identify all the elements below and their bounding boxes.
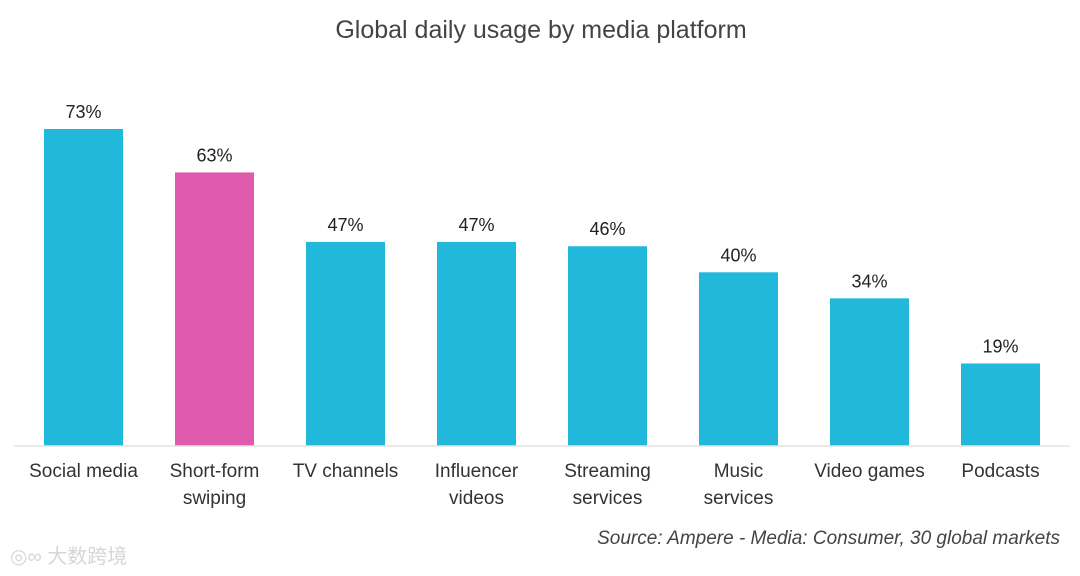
x-tick-label: services [704,488,774,509]
x-tick-label: Influencer [435,461,519,482]
bar-value-label: 73% [65,102,101,122]
x-tick-label: Short-form [170,461,260,482]
x-tick-label: Video games [814,461,925,482]
x-tick-label: swiping [183,488,246,509]
bar-value-label: 19% [982,336,1018,356]
bar [306,241,385,446]
bar [961,363,1040,446]
bar-value-label: 47% [458,215,494,235]
bar [830,298,909,446]
x-tick-label: videos [449,488,504,509]
source-note: Source: Ampere - Media: Consumer, 30 glo… [597,528,1060,549]
x-tick-label: Podcasts [961,461,1039,482]
bar-value-label: 34% [851,271,887,291]
x-tick-label: Social media [29,461,138,482]
x-tick-label: Streaming [564,461,651,482]
category-labels-group: Social media Short-form swiping TV channels… [29,461,1039,509]
x-tick-label: services [573,488,643,509]
watermark-logo-icon: ◎∞ [10,546,42,568]
bar [699,272,778,446]
bar [437,241,516,446]
bar-value-label: 63% [196,145,232,165]
x-tick-label: Music [714,461,764,482]
watermark-text: 大数跨境 [47,546,128,568]
chart-title: Global daily usage by media platform [335,16,746,44]
bar-value-label: 47% [327,215,363,235]
bar [568,246,647,446]
watermark: ◎∞ 大数跨境 [10,540,127,569]
bar-value-label: 40% [720,245,756,265]
x-tick-label: TV channels [293,461,399,482]
bar-value-label: 46% [589,219,625,239]
bar [44,129,123,446]
bars-group: 73% 63% 47% 47% 46% 40% 34% 19% [44,102,1040,446]
bar [175,172,254,446]
